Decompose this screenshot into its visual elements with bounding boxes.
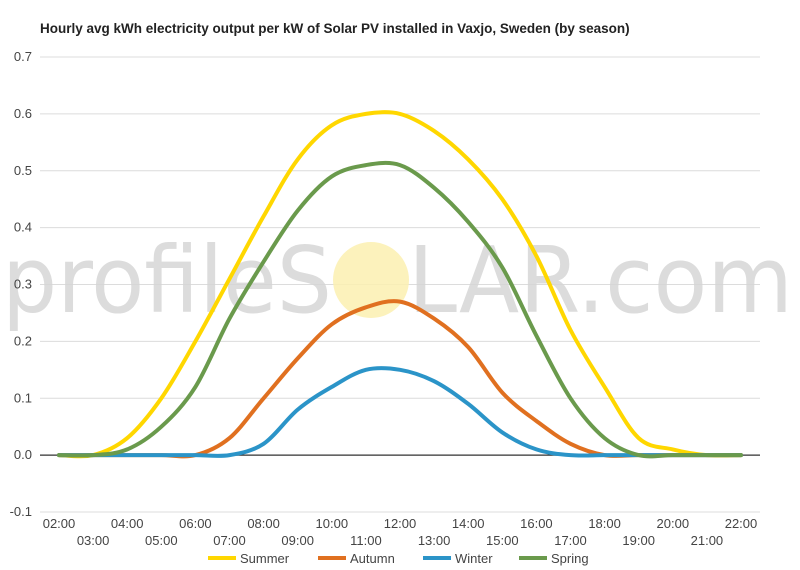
- x-tick-label: 22:00: [725, 516, 758, 531]
- x-tick-label: 09:00: [281, 533, 314, 548]
- x-tick-label: 06:00: [179, 516, 212, 531]
- watermark-text-right: LAR.com: [408, 227, 793, 334]
- x-tick-label: 02:00: [43, 516, 76, 531]
- legend-label-autumn: Autumn: [350, 551, 395, 566]
- x-tick-label: 15:00: [486, 533, 519, 548]
- x-tick-label: 21:00: [691, 533, 724, 548]
- x-tick-label: 20:00: [657, 516, 690, 531]
- y-tick-label: 0.6: [14, 106, 32, 121]
- x-tick-label: 11:00: [350, 533, 382, 548]
- x-tick-label: 14:00: [452, 516, 485, 531]
- chart-title: Hourly avg kWh electricity output per kW…: [40, 21, 630, 36]
- x-tick-label: 12:00: [384, 516, 417, 531]
- x-axis-ticks: 02:0003:0004:0005:0006:0007:0008:0009:00…: [43, 516, 758, 548]
- series-line-spring: [57, 160, 743, 459]
- y-tick-label: 0.1: [14, 390, 32, 405]
- y-tick-label: 0.3: [14, 277, 32, 292]
- y-tick-label: 0.2: [14, 333, 32, 348]
- legend-label-winter: Winter: [455, 551, 493, 566]
- x-tick-label: 05:00: [145, 533, 178, 548]
- legend-label-spring: Spring: [551, 551, 589, 566]
- series-line-winter: [57, 366, 743, 458]
- y-axis-ticks: -0.1 0.0 0.1 0.2 0.3 0.4 0.5 0.6 0.7: [10, 49, 32, 519]
- x-tick-label: 13:00: [418, 533, 451, 548]
- series-lines: [57, 110, 743, 459]
- x-tick-label: 03:00: [77, 533, 110, 548]
- x-tick-label: 16:00: [520, 516, 553, 531]
- y-tick-label: 0.4: [14, 220, 32, 235]
- watermark: profileS LAR.com: [2, 227, 793, 334]
- y-tick-label: 0.5: [14, 163, 32, 178]
- x-tick-label: 04:00: [111, 516, 144, 531]
- y-tick-label: 0.7: [14, 49, 32, 64]
- x-tick-label: 10:00: [316, 516, 349, 531]
- watermark-text-left: profileS: [2, 227, 332, 334]
- x-tick-label: 18:00: [588, 516, 621, 531]
- legend-label-summer: Summer: [240, 551, 290, 566]
- y-tick-label: -0.1: [10, 504, 32, 519]
- x-tick-label: 17:00: [554, 533, 587, 548]
- x-tick-label: 07:00: [213, 533, 246, 548]
- legend: Summer Autumn Winter Spring: [208, 551, 589, 566]
- y-tick-label: 0.0: [14, 447, 32, 462]
- x-tick-label: 08:00: [247, 516, 280, 531]
- watermark-sun: [333, 242, 409, 318]
- x-tick-label: 19:00: [622, 533, 655, 548]
- series-line-summer: [57, 110, 743, 459]
